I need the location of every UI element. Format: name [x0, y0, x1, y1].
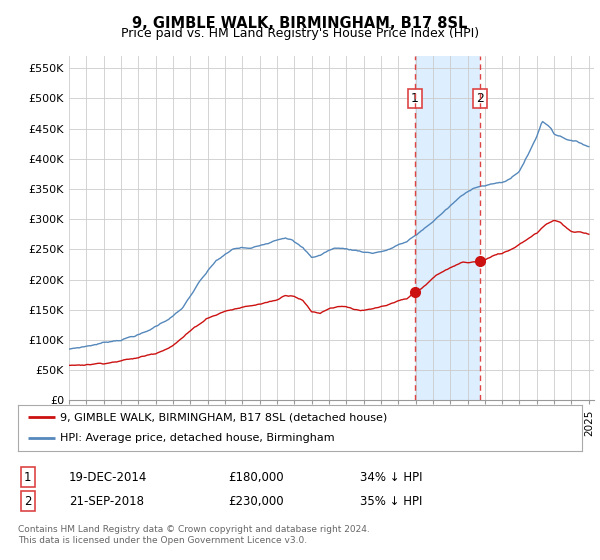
Text: 35% ↓ HPI: 35% ↓ HPI: [360, 494, 422, 508]
Text: Contains HM Land Registry data © Crown copyright and database right 2024.
This d: Contains HM Land Registry data © Crown c…: [18, 525, 370, 545]
Text: 9, GIMBLE WALK, BIRMINGHAM, B17 8SL (detached house): 9, GIMBLE WALK, BIRMINGHAM, B17 8SL (det…: [60, 412, 388, 422]
Text: 1: 1: [24, 470, 32, 484]
Text: 2: 2: [476, 92, 484, 105]
Text: 1: 1: [411, 92, 419, 105]
Text: 9, GIMBLE WALK, BIRMINGHAM, B17 8SL: 9, GIMBLE WALK, BIRMINGHAM, B17 8SL: [133, 16, 467, 31]
Text: 19-DEC-2014: 19-DEC-2014: [69, 470, 148, 484]
Text: 34% ↓ HPI: 34% ↓ HPI: [360, 470, 422, 484]
Text: Price paid vs. HM Land Registry's House Price Index (HPI): Price paid vs. HM Land Registry's House …: [121, 27, 479, 40]
Text: HPI: Average price, detached house, Birmingham: HPI: Average price, detached house, Birm…: [60, 433, 335, 444]
Text: £180,000: £180,000: [228, 470, 284, 484]
Text: 2: 2: [24, 494, 32, 508]
Bar: [415, 56, 480, 400]
Text: £230,000: £230,000: [228, 494, 284, 508]
Text: 21-SEP-2018: 21-SEP-2018: [69, 494, 144, 508]
